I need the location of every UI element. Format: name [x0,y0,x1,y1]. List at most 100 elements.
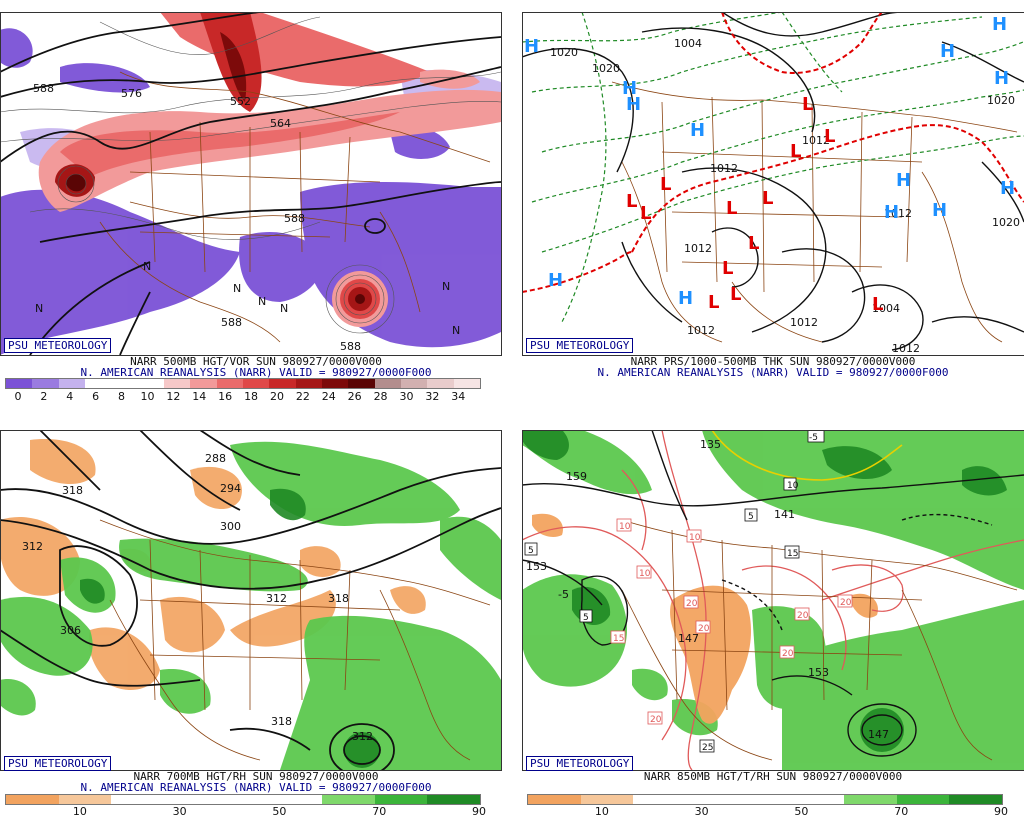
geopotential-height-contours [0,12,501,355]
low-pressure-symbol: L [640,203,651,224]
colorbar-segment [427,379,454,388]
height-label: 588 [33,82,54,95]
temperature-box: 20 [647,711,663,725]
isobar-label: 1020 [550,46,578,59]
humidity-colorbar [5,794,481,805]
temperature-box-label: 5 [748,512,754,522]
temperature-box: 5 [524,542,538,556]
height-label: 300 [220,520,241,533]
isobar-label: 1020 [987,94,1015,107]
colorbar-segment [269,795,323,804]
colorbar-segment [580,795,634,804]
colorbar-segment [374,379,401,388]
colorbar-segment [6,379,33,388]
colorbar-tick-label: 16 [218,390,233,403]
low-pressure-symbol: L [802,94,813,115]
colorbar-segment [216,795,270,804]
humidity-colorbar-ticks: 10 30 50 70 90 [527,805,1008,819]
height-label: 147 [868,728,889,741]
colorbar-segment [269,379,296,388]
temperature-box: 20 [683,595,699,609]
panel-850mb-hgt-t-rh: 159 135 153 147 153 147 141 -5 5 5 5 10 … [522,410,1024,819]
height-label: 135 [700,438,721,451]
isobar-label: 1020 [592,62,620,75]
temperature-box-label: 20 [782,649,794,659]
temperature-boxed-labels: 5 5 5 10 10 10 10 15 15 20 20 20 20 20 2… [524,430,853,753]
high-pressure-symbol: H [932,200,947,221]
temperature-box-label: 5 [528,546,534,556]
colorbar-segment [844,795,897,804]
frontal-boundaries [522,12,1024,293]
colorbar-tick-label: 4 [66,390,74,403]
low-pressure-symbol: L [626,191,637,212]
colorbar-tick-label: 26 [347,390,362,403]
colorbar-segment [686,795,739,804]
temperature-box-label: 10 [787,481,799,491]
product-title: NARR 850MB HGT/T/RH SUN 980927/0000V000 [643,770,903,783]
colorbar-segment [32,379,59,388]
colorbar-tick-label: 0 [14,390,22,403]
colorbar-segment [164,795,217,804]
colorbar-segment [111,379,138,388]
low-pressure-symbol: L [722,258,733,279]
psu-meteorology-logo: PSU METEOROLOGY [4,756,112,771]
high-pressure-symbol: H [994,68,1009,89]
low-pressure-markers: L L L L L L L L L L L L L [626,94,883,315]
colorbar-segment [163,379,191,388]
colorbar-segment [738,795,792,804]
map-500mb-svg: 588 576 552 564 588 588 588 N N N N N N … [0,12,501,355]
temperature-box: 25 [699,739,715,753]
map-700mb: 318 288 294 312 300 306 312 318 318 312 [0,430,501,770]
high-pressure-symbol: H [884,202,899,223]
colorbar-tick-label: 90 [994,805,1008,818]
isobar-contours [522,12,1024,351]
vorticity-contours [0,16,501,334]
height-label: 288 [205,452,226,465]
map-850mb: 159 135 153 147 153 147 141 -5 5 5 5 10 … [522,430,1024,770]
colorbar-segment [633,795,687,804]
height-labels: 588 576 552 564 588 588 588 N N N N N N … [33,82,460,353]
relative-humidity-dry-shading [532,513,878,724]
colorbar-tick-label: 10 [594,805,609,818]
temperature-box: 20 [695,620,711,634]
colorbar-tick-label: 32 [425,390,440,403]
psu-meteorology-logo: PSU METEOROLOGY [4,338,112,353]
isobar-label: 1012 [802,134,830,147]
height-label: 588 [340,340,361,353]
isobar-labels: 1020 1004 1020 1020 1012 1012 1012 1012 … [550,37,1020,355]
colorbar-tick-label: 22 [295,390,310,403]
temperature-box: 15 [610,630,626,644]
panel-500mb-hgt-vor: 588 576 552 564 588 588 588 N N N N N N … [0,0,512,410]
colorbar-segment [242,379,270,388]
temperature-box-label: 20 [840,598,852,608]
vorticity-min-label: N [143,260,151,273]
colorbar-tick-label: 50 [794,805,809,818]
isobar-label: 1012 [710,162,738,175]
isobar-label: 1012 [790,316,818,329]
temperature-box-label: -5 [809,433,818,443]
colorbar-segment [190,379,217,388]
map-500mb: 588 576 552 564 588 588 588 N N N N N N … [0,12,501,355]
colorbar-segment [896,795,950,804]
height-label: 153 [808,666,829,679]
colorbar-segment [216,379,243,388]
height-label: 312 [266,592,287,605]
temperature-label: -5 [558,588,569,601]
colorbar-segment [58,379,85,388]
colorbar-tick-label: 28 [373,390,388,403]
colorbar-segment [374,795,428,804]
height-label: 552 [230,95,251,108]
valid-time: N. AMERICAN REANALYSIS (NARR) VALID = 98… [80,366,432,379]
vorticity-min-label: N [233,282,241,295]
colorbar-tick-label: 34 [451,390,466,403]
temperature-box-label: 20 [698,624,710,634]
colorbar-tick-label: 30 [172,805,187,818]
temperature-box-label: 20 [797,611,809,621]
colorbar-tick-label: 12 [166,390,181,403]
colorbar-segment [348,379,375,388]
height-label: 576 [121,87,142,100]
temperature-box-label: 15 [613,634,624,644]
high-pressure-symbol: H [622,78,637,99]
isobar-label: 1012 [687,324,715,337]
low-pressure-symbol: L [762,188,773,209]
